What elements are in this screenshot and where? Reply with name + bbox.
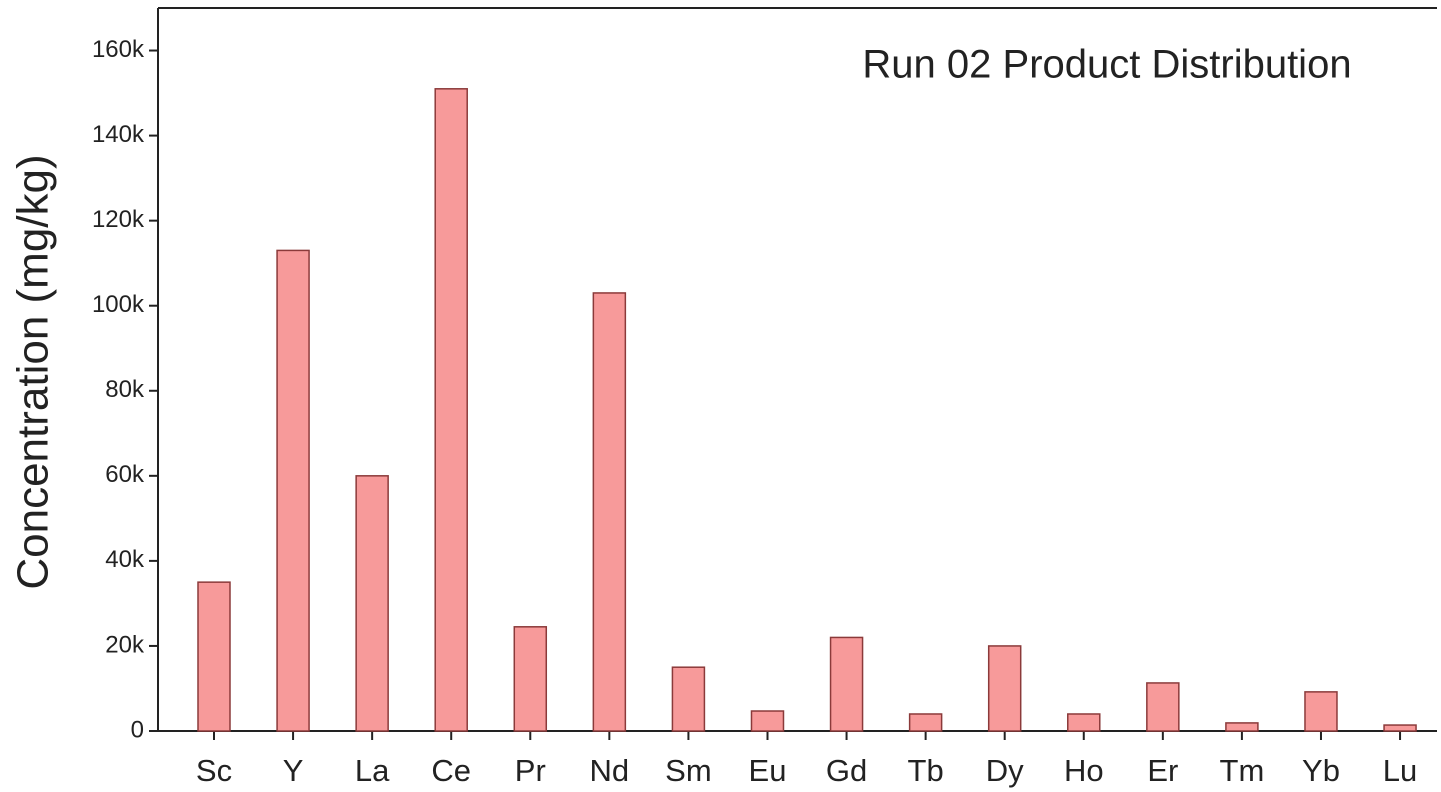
x-tick-label: Lu: [1383, 753, 1417, 788]
bar: [1304, 691, 1338, 732]
y-tick-label: 40k: [105, 546, 145, 573]
bar: [355, 475, 389, 732]
y-tick-label: 0: [131, 716, 144, 743]
bar: [197, 581, 231, 732]
bar: [276, 249, 310, 732]
bar: [671, 666, 706, 732]
x-tick-label: Y: [283, 753, 304, 788]
y-tick-label: 120k: [92, 206, 145, 233]
y-tick-label: 80k: [105, 376, 145, 403]
y-tick-label: 100k: [92, 291, 145, 318]
x-tick-label: Pr: [515, 753, 546, 788]
bar: [1225, 722, 1259, 732]
y-tick-label: 160k: [92, 36, 145, 63]
x-tick-label: Gd: [826, 753, 867, 788]
y-tick-label: 140k: [92, 121, 145, 148]
x-tick-label: Dy: [986, 753, 1024, 788]
bar: [987, 645, 1022, 732]
x-tick-label: Nd: [590, 753, 630, 788]
x-tick-label: Yb: [1302, 753, 1340, 788]
bar: [829, 636, 864, 732]
x-tick-label: Eu: [749, 753, 787, 788]
x-tick-label: Sc: [196, 753, 232, 788]
bar: [1067, 713, 1101, 732]
bar: [750, 710, 785, 732]
bar: [1383, 724, 1417, 732]
x-tick-label: Sm: [665, 753, 712, 788]
bar: [434, 88, 468, 732]
bar: [592, 292, 627, 732]
x-tick-label: Er: [1147, 753, 1178, 788]
y-tick-label: 60k: [105, 461, 145, 488]
y-tick-label: 20k: [105, 631, 145, 658]
bar: [513, 626, 548, 732]
bar: [908, 713, 943, 732]
y-axis-label: Concentration (mg/kg): [9, 154, 58, 589]
x-tick-label: Ce: [431, 753, 471, 788]
bar: [1146, 682, 1180, 732]
x-tick-label: La: [355, 753, 390, 788]
chart-title: Run 02 Product Distribution: [862, 43, 1351, 87]
x-tick-label: Tb: [908, 753, 944, 788]
x-tick-label: Tm: [1220, 753, 1265, 788]
x-tick-label: Ho: [1064, 753, 1104, 788]
